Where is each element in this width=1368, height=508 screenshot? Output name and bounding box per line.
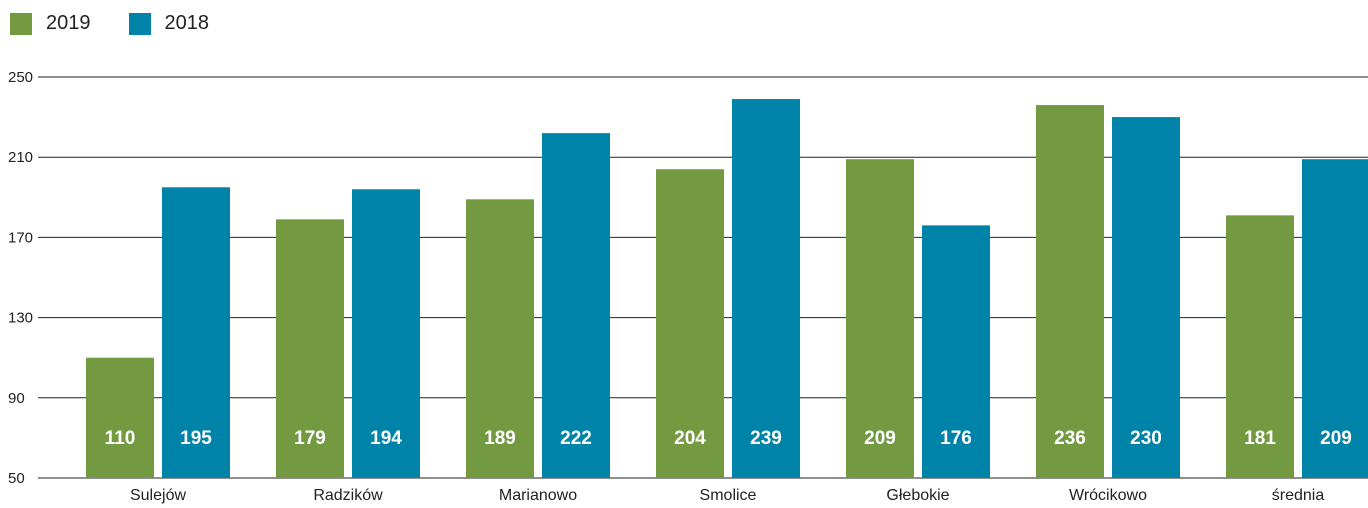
legend-item-2018: 2018 <box>128 12 210 35</box>
x-category-label: Smolice <box>700 487 757 504</box>
bar-value-label: 236 <box>1054 428 1086 449</box>
x-category-label: Radzików <box>313 487 383 504</box>
bar-value-label: 204 <box>674 428 706 449</box>
bar-value-label: 176 <box>940 428 972 449</box>
bar-value-label: 179 <box>294 428 326 449</box>
y-tick-label: 50 <box>8 470 25 487</box>
bar-value-label: 189 <box>484 428 516 449</box>
y-tick-label: 210 <box>8 149 33 166</box>
bar-2019 <box>1226 215 1294 478</box>
bar-value-label: 209 <box>1320 428 1352 449</box>
bar-2019 <box>276 219 344 479</box>
bar-2018 <box>732 99 800 479</box>
bar-value-label: 222 <box>560 428 592 449</box>
bar-value-label: 194 <box>370 428 402 449</box>
bar-2018 <box>542 133 610 478</box>
bar-2019 <box>466 199 534 478</box>
legend-swatch-2019 <box>10 12 32 35</box>
legend-item-2019: 2019 <box>10 12 91 35</box>
bar-2019 <box>846 159 914 478</box>
legend-label-2018: 2018 <box>164 12 210 34</box>
x-category-label: Wrócikowo <box>1069 487 1147 504</box>
x-category-label: Sulejów <box>130 487 186 504</box>
y-tick-label: 90 <box>8 390 25 407</box>
bar-value-label: 209 <box>864 428 896 449</box>
bar-2018 <box>922 225 990 478</box>
legend: 2019 2018 <box>10 12 247 35</box>
bar-2018 <box>1112 117 1180 478</box>
bar-value-label: 110 <box>105 428 136 449</box>
bar-2019 <box>86 357 154 478</box>
bar-value-label: 230 <box>1130 428 1162 449</box>
bar-2018 <box>1302 159 1368 478</box>
bar-2019 <box>656 169 724 479</box>
bar-2019 <box>1036 105 1104 478</box>
y-tick-label: 250 <box>8 69 33 86</box>
bar-2018 <box>352 189 420 478</box>
bar-value-label: 181 <box>1244 428 1276 449</box>
x-category-label: Głebokie <box>886 487 949 504</box>
bar-value-label: 239 <box>750 428 782 449</box>
y-tick-label: 130 <box>8 310 33 327</box>
legend-label-2019: 2019 <box>46 12 91 34</box>
legend-swatch-2018 <box>128 12 151 35</box>
y-tick-label: 170 <box>8 229 33 246</box>
x-category-label: średnia <box>1272 487 1325 504</box>
bar-value-label: 195 <box>180 428 212 449</box>
bar-2018 <box>162 187 230 478</box>
x-category-label: Marianowo <box>499 487 577 504</box>
